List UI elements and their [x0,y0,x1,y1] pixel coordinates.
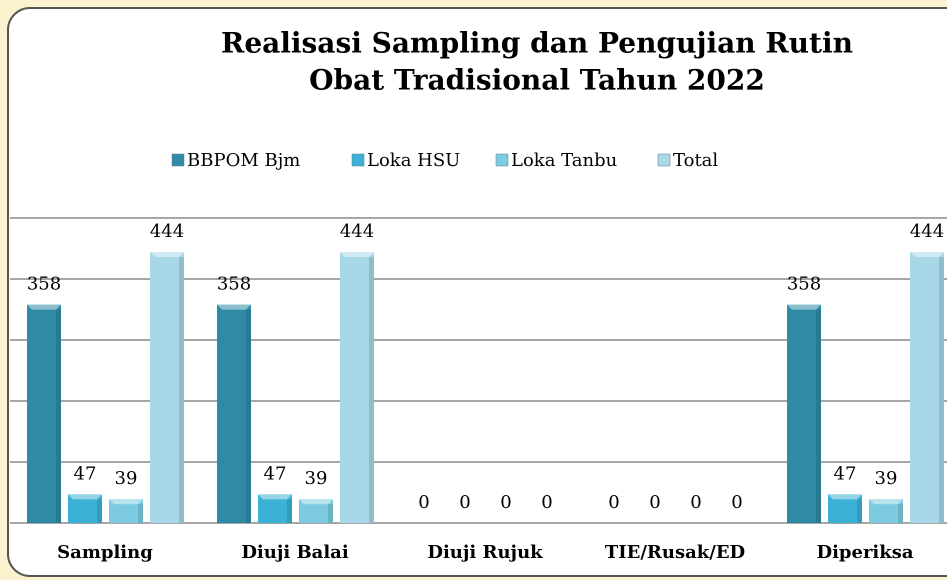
value-label: 358 [27,274,61,295]
value-label: 47 [74,463,97,484]
legend-swatch [171,153,185,167]
bar-shade [56,309,61,523]
bar-group [68,494,102,523]
bar [258,494,292,523]
bar-shade [369,257,374,523]
x-tick-label: Diuji Rujuk [427,542,543,563]
bar-bevel [217,304,251,310]
bar-group [109,499,143,523]
bar [787,304,821,523]
bar-group [340,252,374,523]
bar-shade [179,257,184,523]
bar-bevel [828,494,862,500]
bar-group [910,252,944,523]
bar [340,252,374,523]
legend-swatch [351,153,365,167]
value-label: 0 [649,492,660,513]
bar-bevel [299,499,333,505]
value-label: 444 [910,221,944,242]
bar-group [869,499,903,523]
value-label: 39 [115,468,138,489]
bar-bevel [258,494,292,500]
bar-bevel [27,304,61,310]
bar-bevel [68,494,102,500]
bar-group [828,494,862,523]
legend-label: Loka HSU [367,150,460,171]
x-tick-label: Diperiksa [816,542,913,563]
bar-group [27,304,61,523]
bar-bevel [869,499,903,505]
bar-shade [939,257,944,523]
bar-group [150,252,184,523]
bar-shade [138,504,143,523]
value-label: 39 [875,468,898,489]
bar [910,252,944,523]
bar-group [299,499,333,523]
bar-bevel [910,252,944,258]
bar [299,499,333,523]
value-label: 39 [305,468,328,489]
bar-shade [97,499,102,523]
bar-bevel [109,499,143,505]
bar-group [258,494,292,523]
legend-swatch [495,153,509,167]
value-label: 0 [731,492,742,513]
bar-bevel [787,304,821,310]
legend-label: Total [673,150,718,171]
bar-shade [898,504,903,523]
x-tick-label: TIE/Rusak/ED [605,542,745,563]
bar [828,494,862,523]
bar-group [787,304,821,523]
legend-swatch [657,153,671,167]
x-tick-label: Sampling [57,542,153,563]
value-label: 47 [834,463,857,484]
value-label: 0 [500,492,511,513]
chart-title: Realisasi Sampling dan Pengujian Rutin [221,27,853,60]
value-label: 0 [690,492,701,513]
bar [869,499,903,523]
value-label: 47 [264,463,287,484]
x-tick-label: Diuji Balai [241,542,349,563]
bar-shade [328,504,333,523]
bar-group [217,304,251,523]
bar [68,494,102,523]
bar [27,304,61,523]
value-label: 358 [787,274,821,295]
value-label: 444 [150,221,184,242]
bar [109,499,143,523]
legend-label: Loka Tanbu [511,150,617,171]
bar [150,252,184,523]
bar [217,304,251,523]
chart-subtitle: Obat Tradisional Tahun 2022 [309,64,765,97]
value-label: 0 [418,492,429,513]
value-label: 0 [459,492,470,513]
bar-bevel [150,252,184,258]
value-label: 444 [340,221,374,242]
bar-shade [287,499,292,523]
bar-shade [246,309,251,523]
value-label: 358 [217,274,251,295]
bar-bevel [340,252,374,258]
bar-shade [857,499,862,523]
legend-label: BBPOM Bjm [187,150,300,171]
bar-shade [816,309,821,523]
value-label: 0 [541,492,552,513]
value-label: 0 [608,492,619,513]
